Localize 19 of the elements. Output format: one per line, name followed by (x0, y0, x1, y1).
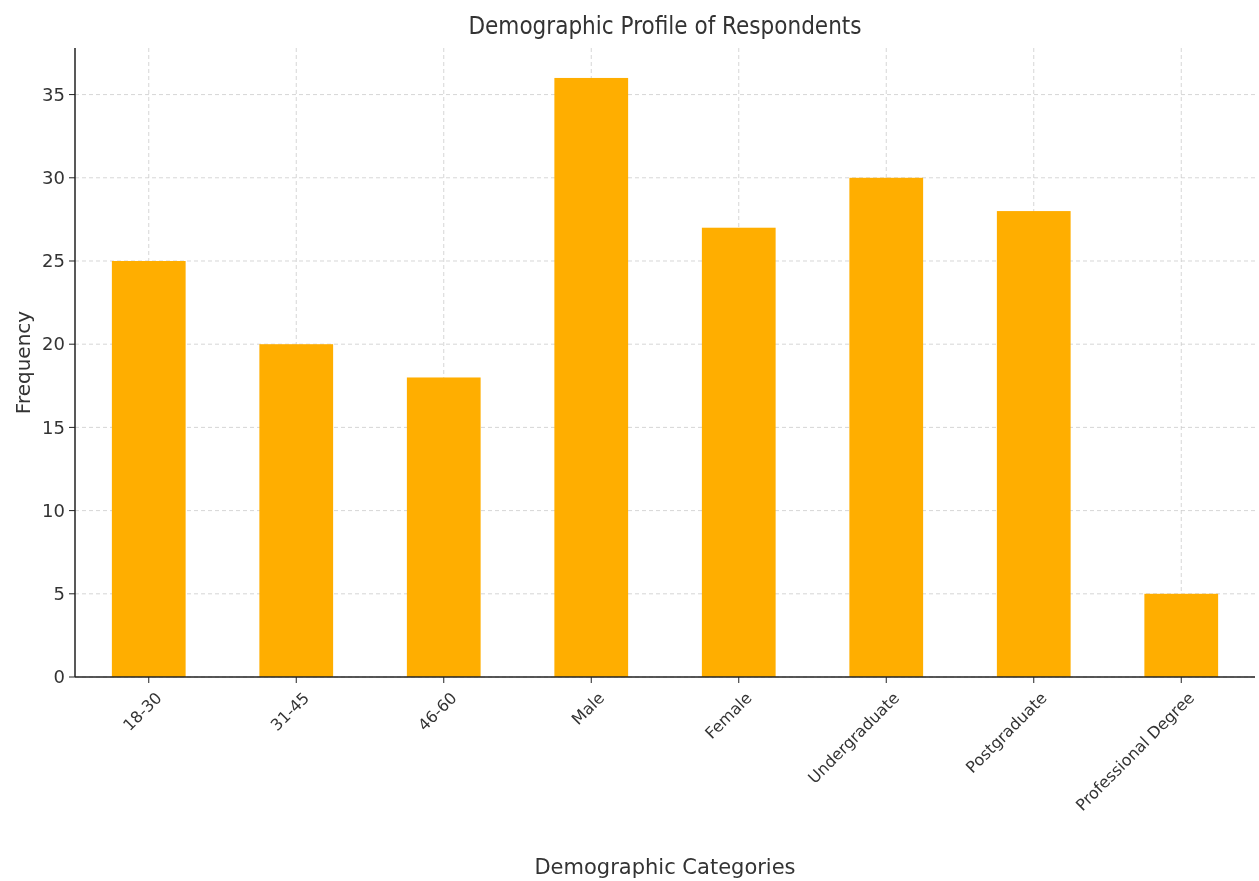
y-axis-title: Frequency (11, 310, 35, 415)
bar (554, 77, 629, 677)
y-tick-label: 35 (42, 83, 65, 105)
y-tick-label: 25 (42, 250, 65, 272)
y-tick-label: 15 (42, 416, 65, 438)
bar (701, 227, 776, 677)
y-tick-label: 10 (42, 499, 65, 521)
bar (259, 344, 334, 677)
x-axis-title: Demographic Categories (534, 855, 796, 879)
y-tick-label: 30 (42, 167, 65, 189)
bar (1144, 593, 1219, 677)
bar (111, 261, 186, 677)
bar (996, 211, 1071, 677)
bar (849, 177, 924, 677)
y-tick-label: 5 (53, 583, 65, 605)
chart-title: Demographic Profile of Respondents (468, 12, 862, 40)
y-tick-label: 0 (53, 666, 65, 688)
y-tick-label: 20 (42, 333, 65, 355)
bar (406, 377, 481, 677)
